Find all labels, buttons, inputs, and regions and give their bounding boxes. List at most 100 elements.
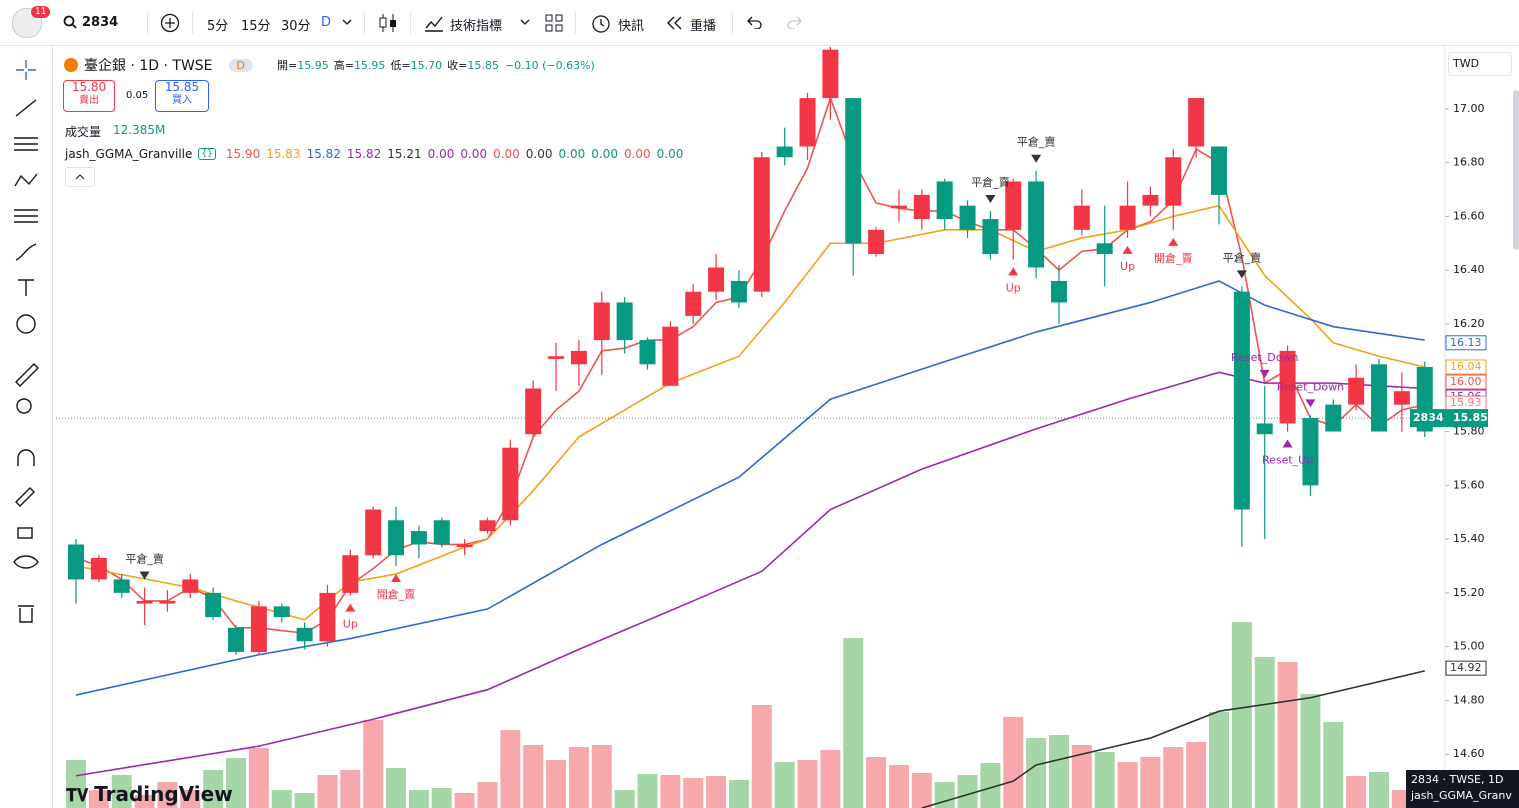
volume-bar (1071, 745, 1092, 808)
indicator-value: 0.00 (427, 147, 455, 161)
volume-bar (934, 782, 955, 808)
add-symbol[interactable] (160, 13, 180, 33)
text-tool[interactable] (18, 279, 34, 296)
source-code-icon[interactable]: {} (198, 148, 216, 160)
undo[interactable] (747, 15, 763, 29)
volume-bar (477, 782, 498, 808)
candle-body (593, 302, 610, 341)
sell-button[interactable]: 15.80 賣出 (63, 80, 115, 112)
y-tick-label: 15.00 (1453, 640, 1485, 653)
candle-body (708, 267, 725, 292)
price-label: 16.13 (1450, 336, 1482, 349)
y-tick-label: 15.20 (1453, 586, 1485, 599)
alert-icon[interactable] (590, 12, 612, 34)
candle-body (525, 388, 542, 435)
tooltip-indicator: jash_GGMA_Granv (1411, 789, 1512, 802)
chevron[interactable] (520, 18, 530, 26)
layouts[interactable] (545, 14, 563, 32)
interval[interactable]: 15分 (241, 19, 271, 34)
tradingview-logo[interactable]: 𝐓𝐕 TradingView (66, 782, 233, 806)
candle-body (1096, 243, 1113, 255)
currency-selector[interactable]: TWD (1448, 52, 1512, 76)
candle-body (822, 49, 839, 99)
indicators-icon[interactable] (424, 13, 444, 33)
lock-tool[interactable] (17, 527, 33, 539)
fib-tool[interactable] (14, 137, 38, 151)
volume-bar (843, 638, 864, 808)
ohlc-value: 15.95 (297, 59, 329, 72)
volume-bar (1209, 712, 1229, 808)
last-price: 15.85 (1453, 411, 1488, 424)
chevron[interactable] (342, 18, 352, 26)
price-label: 16.04 (1450, 360, 1482, 373)
volume-bar (957, 775, 978, 808)
volume-bar (66, 760, 86, 808)
candle-body (1119, 205, 1136, 230)
symbol-title[interactable]: 臺企銀 · 1D · TWSE (84, 58, 213, 74)
alerts[interactable]: 快訊 (618, 19, 645, 34)
interval[interactable]: 5分 (207, 19, 229, 34)
candle-body (433, 520, 450, 545)
volume-bar (431, 788, 452, 808)
candle-body (1279, 350, 1296, 424)
indicators[interactable]: 技術指標 (450, 19, 503, 34)
indicator-value: 0.00 (493, 147, 520, 161)
hide-tool[interactable] (13, 555, 39, 569)
volume-bar (1369, 772, 1390, 808)
buy-button[interactable]: 15.85 買入 (155, 80, 209, 112)
candle-body (1188, 98, 1205, 147)
symbol-search[interactable]: 2834 (82, 15, 119, 30)
volume-bar (386, 768, 407, 808)
candle-body (502, 447, 519, 521)
candle-body (753, 157, 770, 292)
volume-bar (1323, 722, 1344, 808)
delete-tool[interactable] (18, 605, 34, 623)
volume-bar (226, 758, 247, 808)
measure-tool[interactable] (15, 363, 39, 387)
interval-active[interactable]: D (321, 15, 332, 30)
candle-body (113, 579, 130, 593)
indicator-legend: jash_GGMA_Granville {} 15.90 15.83 15.82 15… (65, 147, 683, 161)
line-tool[interactable] (15, 99, 37, 117)
sell-price: 15.80 (71, 80, 107, 94)
candle-body (1028, 181, 1045, 268)
y-tick-label: 14.60 (1453, 747, 1485, 760)
crosshair-tool[interactable] (16, 60, 36, 80)
volume-bar (454, 793, 475, 808)
signal-marker (1168, 237, 1179, 246)
signal-label: Up (343, 618, 358, 631)
volume-bar (180, 790, 201, 808)
collapse-legend[interactable] (65, 167, 95, 187)
volume-bar (820, 750, 841, 808)
y-tick-label: 15.40 (1453, 532, 1485, 545)
indicator-value: 15.82 (346, 147, 382, 161)
drawing-tools (13, 60, 39, 623)
volume-bar (134, 795, 155, 808)
replay-icon[interactable] (666, 16, 682, 30)
volume-bar (911, 773, 932, 808)
notification-badge: 11 (31, 6, 51, 18)
lock-draw-tool[interactable] (15, 487, 35, 507)
indicator-name[interactable]: jash_GGMA_Granville (65, 147, 193, 161)
volume-bar (1117, 762, 1138, 808)
icon-tool[interactable] (16, 314, 36, 334)
pattern-tool[interactable] (14, 173, 38, 187)
replay[interactable]: 重播 (690, 19, 717, 34)
volume-bar (248, 748, 269, 808)
volume-bar (317, 775, 338, 808)
candle-body (1371, 364, 1388, 432)
market-status[interactable]: D (228, 58, 253, 72)
candle-body (205, 592, 222, 618)
forecast-tool[interactable] (14, 209, 38, 223)
brush-tool[interactable] (15, 243, 37, 261)
candle-body (296, 627, 313, 642)
interval[interactable]: 30分 (281, 19, 311, 34)
chart-type[interactable] (378, 12, 398, 34)
magnet-tool[interactable] (17, 449, 35, 466)
volume-bar (1163, 747, 1184, 808)
candle-body (479, 520, 496, 532)
price-label: 14.92 (1450, 661, 1482, 674)
zoom-tool[interactable] (16, 398, 32, 414)
